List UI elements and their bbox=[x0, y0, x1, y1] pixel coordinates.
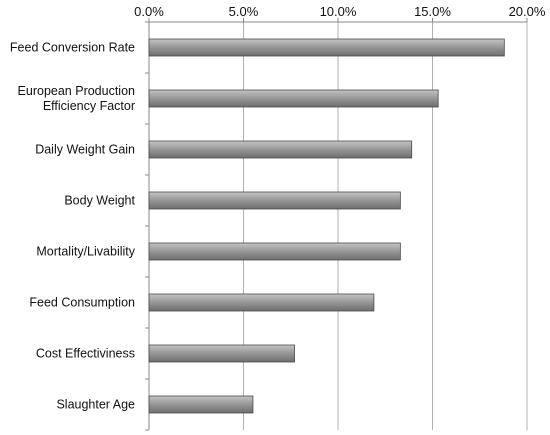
category-label: Body Weight bbox=[64, 194, 135, 208]
x-tick-label: 0.0% bbox=[134, 4, 164, 19]
category-label: Feed Conversion Rate bbox=[10, 41, 135, 55]
bars bbox=[148, 38, 505, 414]
bar bbox=[148, 395, 254, 414]
bar bbox=[148, 293, 375, 312]
axes bbox=[145, 18, 528, 431]
bar bbox=[148, 191, 401, 210]
gridlines bbox=[243, 22, 528, 430]
bar bbox=[148, 242, 401, 261]
bar bbox=[148, 38, 505, 57]
category-label: Efficiency Factor bbox=[43, 99, 135, 113]
x-tick-label: 15.0% bbox=[414, 4, 451, 19]
labels: 0.0% 5.0% 10.0% 15.0% 20.0% Feed Conversion R… bbox=[10, 4, 546, 412]
bar bbox=[148, 89, 439, 108]
x-tick-label: 20.0% bbox=[509, 4, 546, 19]
bar bbox=[148, 140, 413, 159]
bar bbox=[148, 344, 295, 363]
x-tick-label: 5.0% bbox=[229, 4, 259, 19]
category-label: Feed Consumption bbox=[29, 296, 135, 310]
category-label: Slaughter Age bbox=[56, 398, 135, 412]
category-label: Mortality/Livability bbox=[36, 245, 135, 259]
category-label: Cost Effectiviness bbox=[36, 347, 135, 361]
x-tick-label: 10.0% bbox=[320, 4, 357, 19]
category-label: European Production bbox=[18, 84, 135, 98]
category-label: Daily Weight Gain bbox=[35, 143, 135, 157]
